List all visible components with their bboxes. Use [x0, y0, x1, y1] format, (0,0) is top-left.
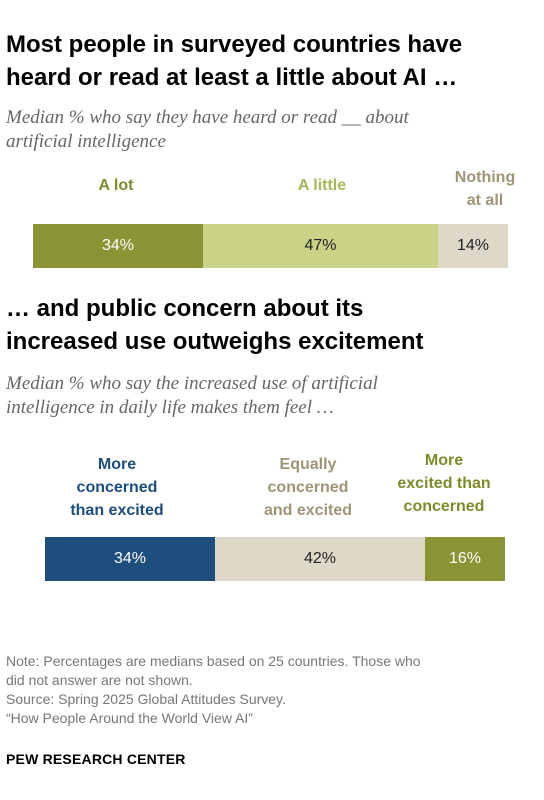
chart1-bar-segment-a-lot: 34% — [33, 224, 203, 268]
chart2-value-label-equally: 42% — [303, 550, 337, 567]
chart1-subtitle-line-2: artificial intelligence — [6, 131, 166, 152]
chart1-category-nothing-line-2: at all — [466, 192, 504, 209]
chart2-subtitle-line-2: intelligence in daily life makes them fe… — [6, 397, 334, 418]
chart2-category-equally: Equally concerned and excited — [264, 453, 352, 522]
source-line: Source: Spring 2025 Global Attitudes Sur… — [6, 691, 286, 707]
chart2-category-equally-line-1: Equally — [279, 456, 337, 473]
chart1-category-nothing-at-all: Nothing at all — [455, 166, 515, 212]
chart2-category-equally-line-3: and excited — [263, 502, 353, 519]
chart2-category-equally-line-2: concerned — [267, 479, 349, 496]
chart1-title-line-1: Most people in surveyed countries have — [6, 31, 463, 58]
chart1-bar-segment-a-little: 47% — [203, 224, 438, 268]
chart2-category-more-concerned-line-3: than excited — [70, 502, 164, 519]
chart2-category-more-concerned-line-1: More — [97, 456, 137, 473]
chart1-bar-segment-nothing-at-all: 14% — [438, 224, 508, 268]
chart2-bar-segment-equally: 42% — [215, 537, 425, 581]
chart2-category-more-concerned: More concerned than excited — [70, 453, 163, 522]
note-line-1: Note: Percentages are medians based on 2… — [6, 653, 421, 669]
chart1-category-nothing-line-1: Nothing — [454, 169, 516, 186]
chart2-category-more-excited: More excited than concerned — [397, 449, 490, 518]
chart1-category-a-lot: A lot — [99, 174, 134, 197]
chart2-subtitle: Median % who say the increased use of ar… — [6, 372, 538, 420]
pew-research-center-brand: PEW RESEARCH CENTER — [6, 751, 186, 767]
chart1-value-label-a-lot: 34% — [101, 237, 135, 254]
chart2-title: … and public concern about its increased… — [6, 292, 538, 358]
chart2-title-line-2: increased use outweighs excitement — [6, 328, 424, 355]
chart2-category-more-concerned-line-2: concerned — [76, 479, 158, 496]
note-line-2: did not answer are not shown. — [6, 672, 193, 688]
chart2-value-label-more-concerned: 34% — [113, 550, 147, 567]
chart1-category-a-lot-line-1: A lot — [98, 177, 134, 194]
chart2-stacked-bar: 34% 42% 16% — [45, 537, 505, 581]
chart2-category-more-excited-line-3: concerned — [403, 498, 485, 515]
chart1-title-line-2: heard or read at least a little about AI… — [6, 64, 458, 91]
footnote: Note: Percentages are medians based on 2… — [6, 652, 538, 728]
chart2-title-line-1: … and public concern about its — [6, 295, 364, 322]
chart1-stacked-bar: 34% 47% 14% — [33, 224, 508, 268]
chart2-bar-segment-more-excited: 16% — [425, 537, 505, 581]
chart1-category-a-little: A little — [298, 174, 346, 197]
chart2-value-label-more-excited: 16% — [448, 550, 482, 567]
chart2-category-more-excited-line-2: excited than — [397, 475, 491, 492]
chart1-value-label-a-little: 47% — [304, 237, 337, 254]
chart2-subtitle-line-1: Median % who say the increased use of ar… — [6, 373, 378, 394]
chart1-subtitle-line-1: Median % who say they have heard or read… — [6, 107, 409, 128]
chart1-category-a-little-line-1: A little — [297, 177, 347, 194]
chart1-value-label-nothing-at-all: 14% — [456, 237, 490, 254]
chart2-bar-segment-more-concerned: 34% — [45, 537, 215, 581]
chart1-title: Most people in surveyed countries have h… — [6, 28, 538, 94]
report-title-line: “How People Around the World View AI” — [6, 710, 253, 726]
chart2-category-more-excited-line-1: More — [424, 452, 464, 469]
chart1-subtitle: Median % who say they have heard or read… — [6, 106, 538, 154]
